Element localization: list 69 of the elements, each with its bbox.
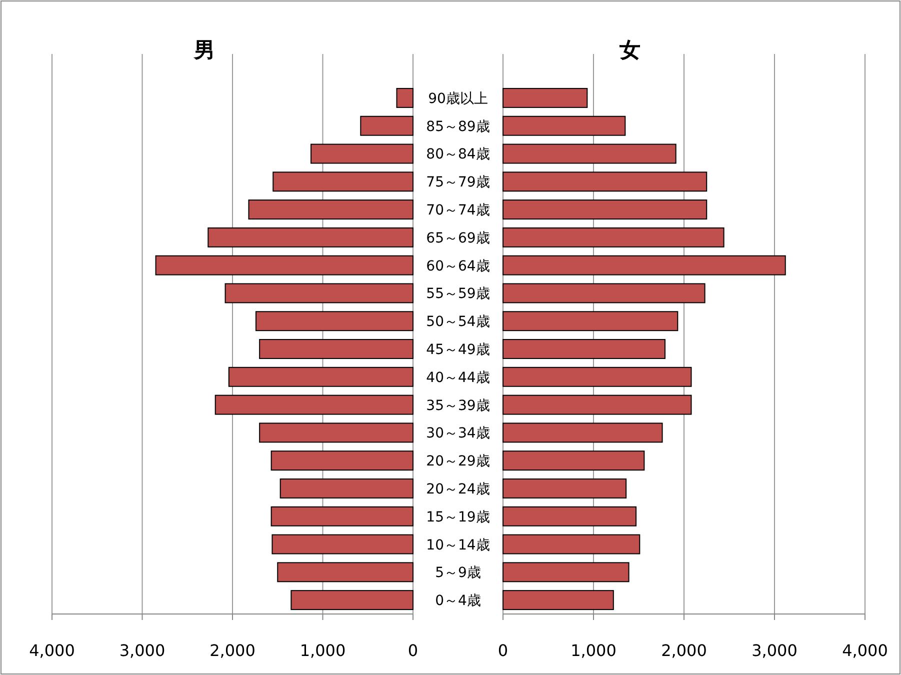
- bar: [224, 283, 414, 304]
- bar: [502, 394, 692, 415]
- bar: [360, 116, 414, 136]
- bar: [502, 506, 637, 526]
- y-tick-label: 70～74歳: [426, 202, 490, 219]
- y-tick-label: 65～69歳: [426, 230, 490, 246]
- bar: [502, 172, 708, 192]
- bar: [502, 311, 678, 332]
- bar: [290, 590, 414, 610]
- y-tick-label: 80～84歳: [426, 146, 490, 163]
- y-tick-label: 20～29歳: [426, 454, 490, 470]
- bar: [248, 200, 414, 220]
- y-tick-label: 45～49歳: [426, 342, 490, 358]
- y-tick-label: 55～59歳: [426, 286, 490, 302]
- bar: [272, 534, 414, 554]
- bar: [502, 366, 692, 387]
- bar: [502, 339, 666, 359]
- chart-title: 男: [193, 38, 215, 62]
- x-tick-label: 0: [498, 641, 508, 660]
- x-tick-label: 4,000: [29, 641, 75, 660]
- bar: [502, 562, 630, 582]
- y-tick-label: 20～24歳: [426, 481, 490, 498]
- bar: [502, 200, 708, 220]
- y-tick-label: 10～14歳: [426, 537, 490, 554]
- bar: [310, 144, 414, 164]
- bar: [259, 422, 414, 443]
- bar: [502, 534, 640, 554]
- bar: [155, 255, 414, 276]
- x-tick-label: 1,000: [300, 641, 346, 660]
- bar: [502, 590, 614, 610]
- bar: [396, 88, 414, 108]
- bar: [272, 172, 414, 192]
- y-tick-label: 60～64歳: [426, 258, 490, 274]
- y-tick-label: 90歳以上: [428, 90, 488, 107]
- bar: [502, 283, 706, 304]
- x-tick-label: 1,000: [570, 641, 616, 660]
- bar: [280, 478, 414, 498]
- y-tick-label: 75～79歳: [426, 174, 490, 191]
- bar: [270, 450, 414, 471]
- bar: [255, 311, 414, 332]
- x-tick-label: 2,000: [210, 641, 256, 660]
- bar: [214, 394, 414, 415]
- y-tick-label: 35～39歳: [426, 398, 490, 414]
- bar: [502, 478, 627, 498]
- y-tick-label: 15～19歳: [426, 509, 490, 526]
- y-tick-label: 40～44歳: [426, 370, 490, 386]
- y-tick-label: 5～9歳: [435, 565, 481, 582]
- y-tick-label: 85～89歳: [426, 118, 490, 135]
- bar: [502, 422, 663, 443]
- bar: [208, 227, 414, 248]
- x-tick-label: 2,000: [661, 641, 707, 660]
- x-tick-label: 0: [408, 641, 418, 660]
- x-tick-label: 3,000: [752, 641, 798, 660]
- bar: [270, 506, 414, 526]
- bar: [502, 144, 676, 164]
- bar: [502, 255, 786, 276]
- bar: [259, 339, 414, 359]
- y-tick-label: 50～54歳: [426, 314, 490, 330]
- bar: [502, 227, 724, 248]
- bar: [502, 88, 588, 108]
- bar: [228, 366, 414, 387]
- bar: [502, 116, 626, 136]
- x-tick-label: 4,000: [842, 641, 888, 660]
- chart-title: 女: [618, 38, 640, 62]
- bar: [502, 450, 645, 471]
- x-tick-label: 3,000: [119, 641, 166, 660]
- y-tick-label: 0～4歳: [435, 593, 481, 610]
- y-tick-label: 30～34歳: [426, 426, 490, 442]
- bar: [277, 562, 414, 582]
